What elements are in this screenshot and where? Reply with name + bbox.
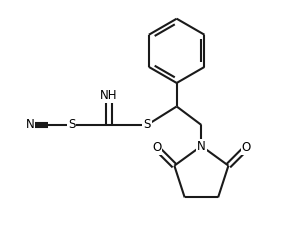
- Text: O: O: [152, 142, 161, 154]
- Text: N: N: [197, 140, 206, 152]
- Text: S: S: [68, 118, 75, 132]
- Text: O: O: [241, 142, 251, 154]
- Text: S: S: [143, 118, 151, 132]
- Text: NH: NH: [100, 89, 117, 102]
- Text: N: N: [26, 118, 34, 132]
